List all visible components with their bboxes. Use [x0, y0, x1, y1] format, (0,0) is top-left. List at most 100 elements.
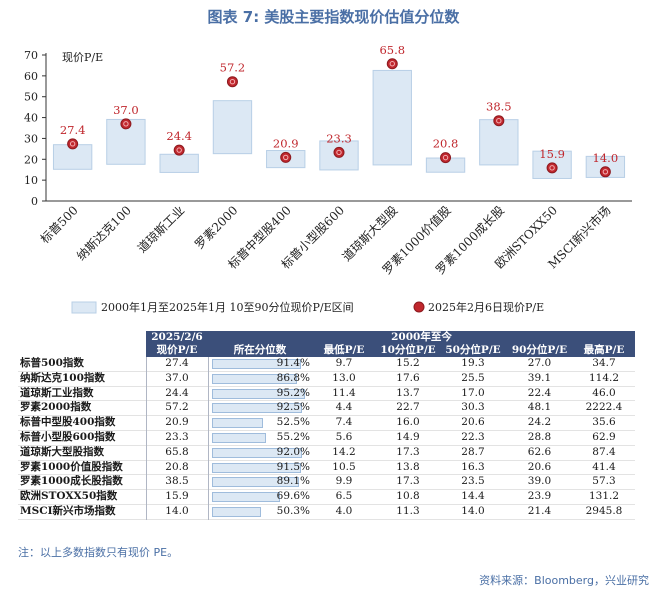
- row-p10-pe: 22.7: [396, 401, 420, 414]
- current-pe-dot-ring: [602, 169, 609, 175]
- current-pe-dot-ring: [336, 149, 342, 156]
- row-p90-pe: 23.9: [527, 490, 552, 503]
- header-p10: 10分位P/E: [376, 344, 440, 357]
- current-pe-dot-ring: [176, 147, 182, 153]
- row-current-pe: 65.8: [146, 445, 209, 461]
- row-p10-pe: 13.7: [396, 386, 420, 399]
- percentile-bar: [211, 403, 303, 414]
- row-p50-pe: 23.5: [461, 475, 485, 488]
- table-row: 罗素1000成长股指数 38.5 89.1% 9.9 17.3 23.5 39.0 57.3: [18, 474, 635, 490]
- table-corner-2: [18, 344, 146, 357]
- data-label: 15.9: [539, 147, 565, 161]
- percentile-bar: [211, 447, 302, 458]
- data-label: 24.4: [166, 129, 192, 143]
- data-label: 20.9: [273, 136, 299, 150]
- current-pe-dot: [67, 138, 79, 150]
- row-p90-pe: 22.4: [527, 386, 552, 399]
- row-name: 罗素1000价值股指数: [18, 460, 147, 475]
- header-date: 2025/2/6: [146, 331, 208, 344]
- row-p10-pe: 11.3: [396, 504, 420, 517]
- header-pe: 现价P/E: [146, 344, 208, 357]
- row-percentile: 89.1%: [208, 475, 312, 490]
- row-p10-pe: 17.3: [396, 445, 420, 458]
- valuation-table: 2025/2/6 2000年至今 现价P/E 所在分位数 最低P/E 10分位P…: [18, 331, 635, 520]
- row-p50-pe: 19.3: [461, 357, 485, 369]
- percentile-value: 52.5%: [276, 416, 310, 429]
- row-p90-pe: 24.2: [527, 416, 552, 429]
- row-name: 标普中型股400指数: [18, 415, 147, 431]
- range-bar: [372, 69, 412, 166]
- row-current-pe: 24.4: [146, 386, 209, 401]
- data-label: 27.4: [60, 123, 86, 137]
- range-bar: [159, 153, 199, 173]
- row-min-pe: 7.4: [335, 416, 353, 429]
- row-min-pe: 10.5: [332, 460, 356, 473]
- row-current-pe: 57.2: [146, 400, 209, 416]
- table-row: 罗素1000价值股指数 20.8 91.5% 10.5 13.8 16.3 20.6 41.4: [18, 460, 635, 475]
- percentile-value: 89.1%: [276, 475, 310, 488]
- current-pe-dot-ring: [442, 154, 449, 161]
- row-min-pe: 9.9: [335, 475, 353, 488]
- table-row: 标普500指数 27.4 91.4% 9.7 15.2 19.3 27.0 34.7: [18, 357, 635, 372]
- row-name: 标普500指数: [18, 357, 147, 372]
- data-label: 14.0: [593, 151, 619, 165]
- table-row: 纳斯达克100指数 37.0 86.8% 13.0 17.6 25.5 39.1 114.2: [18, 371, 635, 387]
- percentile-value: 92.5%: [276, 401, 310, 414]
- row-current-pe: 27.4: [146, 357, 209, 372]
- current-pe-dot-ring: [283, 154, 289, 161]
- percentile-value: 55.2%: [276, 430, 310, 443]
- row-max-pe: 34.7: [592, 357, 616, 369]
- row-current-pe: 20.8: [146, 460, 209, 475]
- row-min-pe: 6.5: [335, 490, 353, 503]
- row-percentile: 52.5%: [208, 416, 312, 431]
- current-pe-dot: [280, 151, 292, 163]
- row-p50-pe: 17.0: [461, 386, 485, 399]
- row-p10-pe: 16.0: [396, 416, 420, 429]
- percentile-value: 50.3%: [276, 504, 310, 517]
- current-pe-dot-ring: [229, 78, 236, 85]
- row-p50-pe: 28.7: [461, 445, 485, 458]
- chart-title: 图表 7: 美股主要指数现价估值分位数: [207, 8, 460, 26]
- row-max-pe: 114.2: [588, 371, 620, 384]
- legend-band-swatch: [71, 301, 97, 314]
- data-label: 37.0: [113, 103, 139, 117]
- percentile-value: 91.4%: [276, 357, 310, 369]
- percentile-value: 69.6%: [276, 490, 310, 503]
- current-pe-dot-ring: [123, 121, 129, 127]
- current-pe-dot-ring: [389, 61, 395, 67]
- row-max-pe: 62.9: [592, 430, 616, 443]
- current-pe-dot: [173, 144, 185, 156]
- range-bar: [479, 119, 519, 166]
- x-tick-label: 纳斯达克100: [74, 203, 134, 263]
- row-p50-pe: 14.0: [461, 504, 485, 517]
- row-min-pe: 9.7: [335, 357, 353, 369]
- row-p10-pe: 10.8: [396, 490, 420, 503]
- x-tick-label: 罗素2000: [192, 203, 240, 251]
- current-pe-dot: [440, 152, 452, 164]
- y-tick-label: 60: [24, 70, 38, 83]
- current-pe-dot-ring: [496, 118, 502, 124]
- row-percentile: 92.0%: [208, 445, 312, 460]
- row-percentile: 86.8%: [208, 371, 312, 386]
- current-pe-dot: [120, 118, 132, 130]
- percentile-bar: [211, 477, 299, 488]
- percentile-value: 95.2%: [276, 386, 310, 399]
- row-min-pe: 4.0: [335, 504, 353, 517]
- table-row: 欧洲STOXX50指数 15.9 69.6% 6.5 10.8 14.4 23.9 131.2: [18, 489, 635, 505]
- row-current-pe: 14.0: [146, 504, 209, 520]
- percentile-bar: [211, 418, 263, 429]
- row-p10-pe: 13.8: [396, 460, 420, 473]
- table-row: MSCI新兴市场指数 14.0 50.3% 4.0 11.3 14.0 21.4 2945.8: [18, 504, 635, 520]
- row-current-pe: 23.3: [146, 430, 209, 446]
- header-p90: 90分位P/E: [506, 344, 573, 357]
- row-percentile: 91.5%: [208, 460, 312, 475]
- table-row: 标普中型股400指数 20.9 52.5% 7.4 16.0 20.6 24.2 35.6: [18, 415, 635, 431]
- header-group: 2000年至今: [208, 331, 635, 344]
- row-percentile: 50.3%: [208, 504, 312, 519]
- y-tick-label: 20: [24, 153, 38, 166]
- row-max-pe: 87.4: [592, 445, 616, 458]
- current-pe-dot-ring: [69, 141, 76, 147]
- row-name: 道琼斯大型股指数: [18, 445, 147, 461]
- row-p90-pe: 39.0: [527, 475, 552, 488]
- row-name: 欧洲STOXX50指数: [18, 489, 147, 505]
